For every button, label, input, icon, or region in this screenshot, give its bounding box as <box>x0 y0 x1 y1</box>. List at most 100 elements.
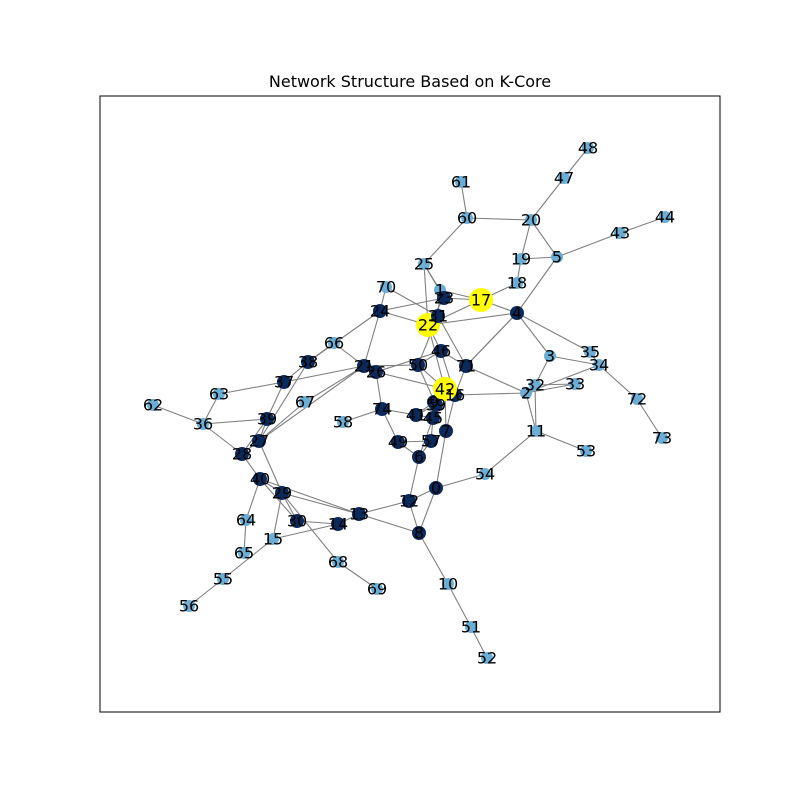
node-label-29: 29 <box>272 484 292 503</box>
node-33 <box>569 378 581 390</box>
edge-60-61 <box>460 181 468 219</box>
chart-title: Network Structure Based on K-Core <box>268 72 552 91</box>
edge-2-11 <box>525 392 537 432</box>
node-29 <box>275 486 289 500</box>
node-55 <box>217 573 229 585</box>
node-62 <box>147 399 159 411</box>
edge-24-21 <box>363 310 381 367</box>
node-56 <box>183 600 195 612</box>
edge-29-15 <box>272 492 283 540</box>
node-label-70: 70 <box>376 278 396 297</box>
node-46 <box>434 344 448 358</box>
edge-26-46 <box>375 350 442 373</box>
node-label-64: 64 <box>236 511 256 530</box>
node-72 <box>631 393 643 405</box>
node-26 <box>369 365 383 379</box>
node-34 <box>593 359 605 371</box>
node-14 <box>331 517 345 531</box>
node-label-60: 60 <box>457 209 477 228</box>
node-68 <box>332 556 344 568</box>
edge-6-12 <box>408 456 420 502</box>
label-layer: 0123456789101112131415161718192021222324… <box>143 139 675 668</box>
node-54 <box>479 468 491 480</box>
node-27 <box>252 434 266 448</box>
node-40 <box>253 472 267 486</box>
node-48 <box>582 142 594 154</box>
node-28 <box>235 447 249 461</box>
edge-37-63 <box>218 381 285 395</box>
node-label-56: 56 <box>179 597 199 616</box>
edge-13-40 <box>259 478 360 515</box>
edge-12-13 <box>358 500 410 515</box>
edge-5-43 <box>556 232 621 258</box>
node-label-4: 4 <box>512 304 522 323</box>
node-label-66: 66 <box>324 334 344 353</box>
node-label-72: 72 <box>627 390 647 409</box>
node-label-55: 55 <box>213 570 233 589</box>
node-label-69: 69 <box>367 580 387 599</box>
node-8 <box>412 526 426 540</box>
node-label-65: 65 <box>234 544 254 563</box>
edge-11-54 <box>484 430 537 475</box>
edge-60-25 <box>423 217 468 265</box>
node-label-2: 2 <box>521 384 531 403</box>
edge-60-20 <box>466 217 532 221</box>
node-label-5: 5 <box>552 248 562 267</box>
node-label-6: 6 <box>414 448 424 467</box>
node-label-25: 25 <box>414 255 434 274</box>
node-label-3: 3 <box>545 347 555 366</box>
node-label-1: 1 <box>435 281 445 300</box>
node-21 <box>357 359 371 373</box>
edge-30-40 <box>259 478 298 522</box>
node-label-20: 20 <box>521 211 541 230</box>
node-label-18: 18 <box>507 274 527 293</box>
edge-20-47 <box>530 177 565 221</box>
node-66 <box>328 337 340 349</box>
node-43 <box>614 227 626 239</box>
node-label-58: 58 <box>333 413 353 432</box>
edge-34-72 <box>598 364 638 400</box>
edge-8-10 <box>418 532 449 585</box>
node-label-10: 10 <box>438 575 458 594</box>
edge-5-19 <box>520 256 558 260</box>
node-41 <box>409 408 423 422</box>
node-36 <box>197 418 209 430</box>
node-label-73: 73 <box>652 429 672 448</box>
edge-47-48 <box>563 147 589 179</box>
node-label-7: 7 <box>441 422 451 441</box>
node-13 <box>352 507 366 521</box>
edge-28-36 <box>202 423 243 455</box>
node-53 <box>580 445 592 457</box>
node-42 <box>433 377 457 401</box>
node-label-35: 35 <box>580 343 600 362</box>
node-label-30: 30 <box>287 512 307 531</box>
node-17 <box>469 288 493 312</box>
node-label-62: 62 <box>143 396 163 415</box>
node-label-42: 42 <box>435 380 455 399</box>
node-label-50: 50 <box>408 356 428 375</box>
node-61 <box>455 176 467 188</box>
edge-4-3 <box>516 312 551 357</box>
node-label-51: 51 <box>461 618 481 637</box>
node-12 <box>402 494 416 508</box>
node-label-41: 41 <box>406 406 426 425</box>
edge-7-0 <box>435 430 447 489</box>
node-74 <box>375 402 389 416</box>
node-label-57: 57 <box>421 432 441 451</box>
edge-2-33 <box>525 383 576 394</box>
node-label-0: 0 <box>431 479 441 498</box>
node-58 <box>337 416 349 428</box>
node-31 <box>431 309 445 323</box>
node-label-21: 21 <box>354 357 374 376</box>
node-63 <box>213 388 225 400</box>
node-39 <box>260 412 274 426</box>
node-label-16: 16 <box>445 386 465 405</box>
node-49 <box>391 435 405 449</box>
edge-31-71 <box>437 315 467 367</box>
plot-frame <box>99 95 721 713</box>
node-label-44: 44 <box>655 208 675 227</box>
node-35 <box>584 346 596 358</box>
node-label-45: 45 <box>423 409 443 428</box>
edge-27-67 <box>258 401 306 442</box>
edge-3-34 <box>549 355 600 366</box>
